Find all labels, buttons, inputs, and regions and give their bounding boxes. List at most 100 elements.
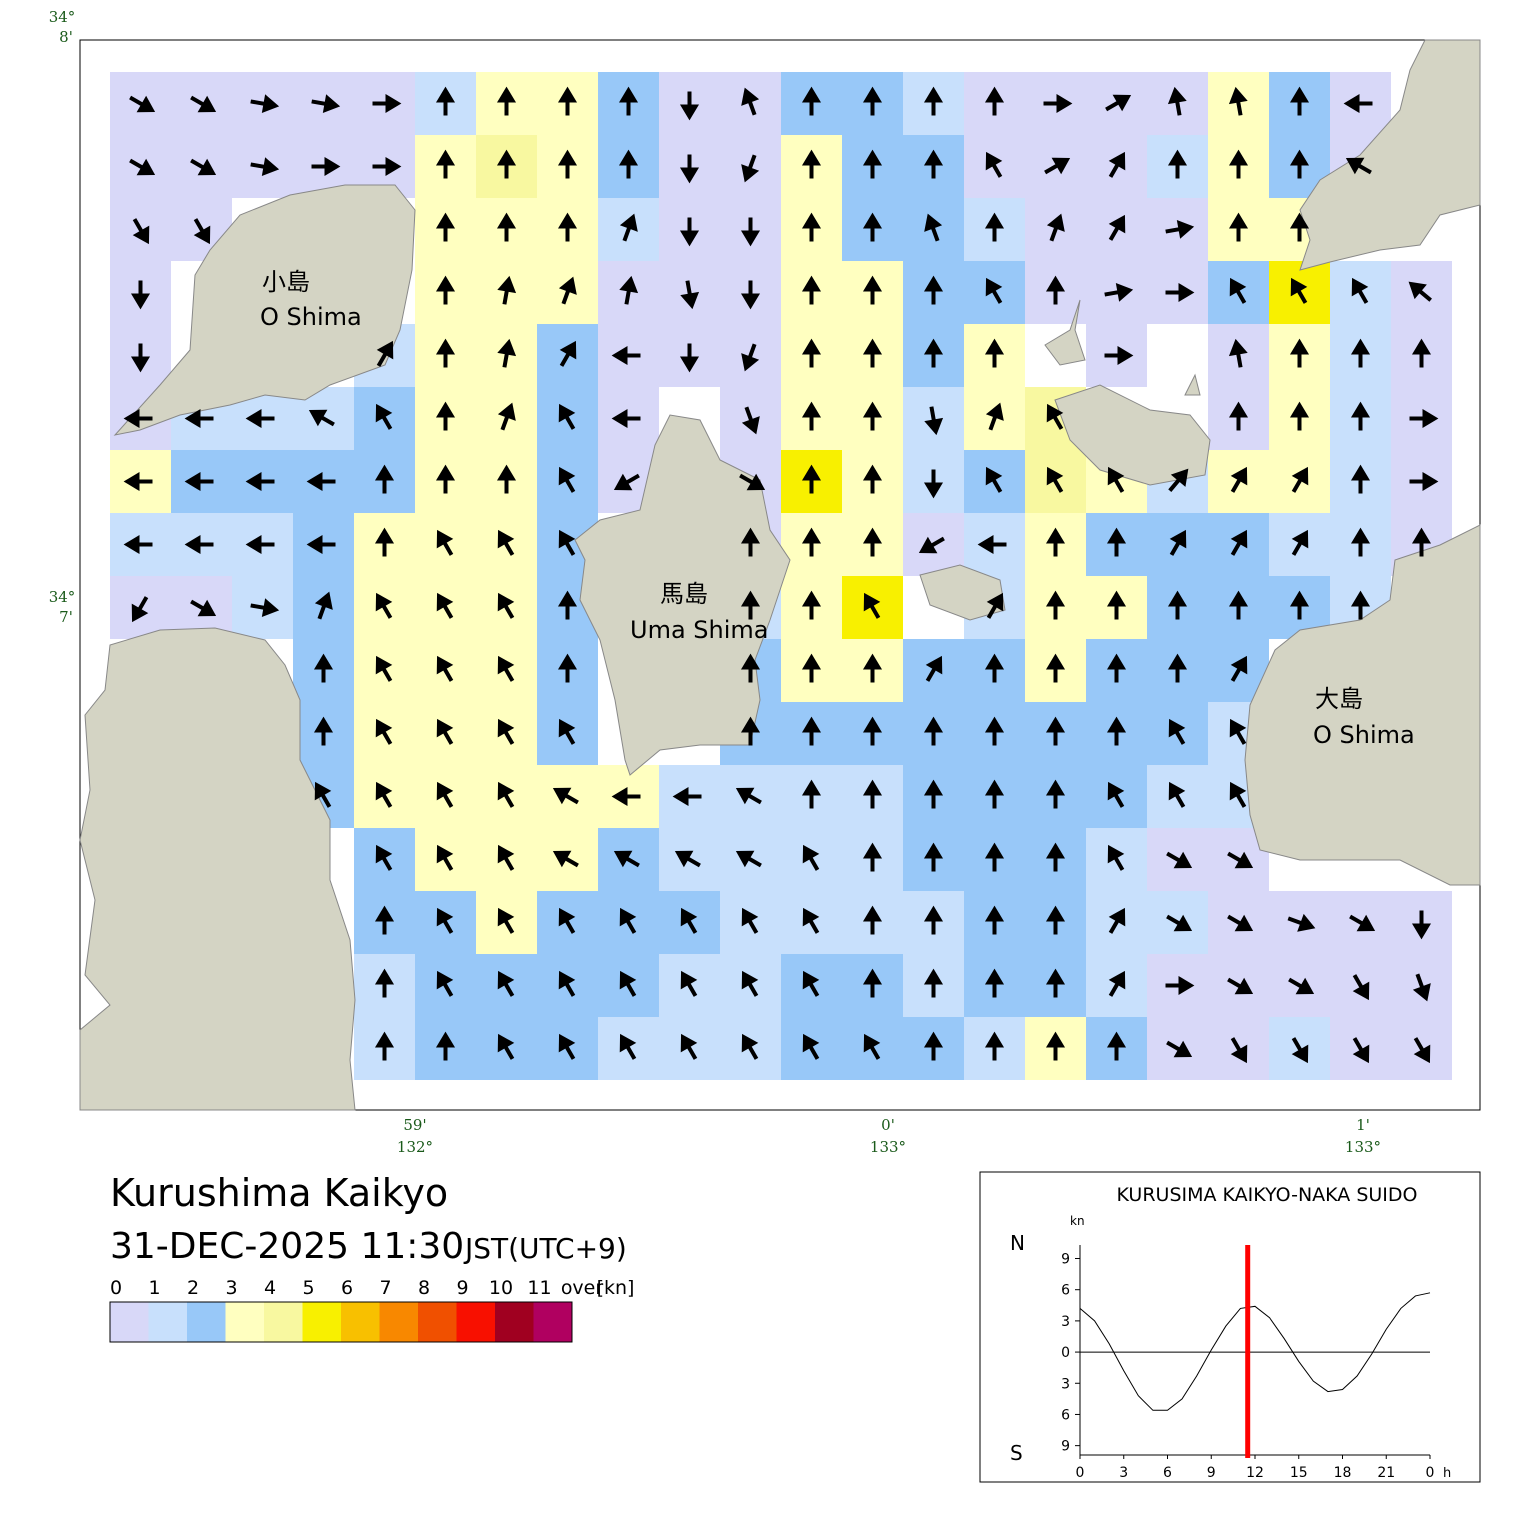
y-tick-label: 3 [1061, 1376, 1070, 1392]
place-label: O Shima [1313, 721, 1415, 749]
current-arrow [435, 1031, 456, 1061]
current-arrow [1107, 844, 1125, 871]
current-arrow [977, 534, 1007, 555]
current-arrow [190, 599, 217, 617]
current-arrow [435, 212, 456, 242]
lat-label: 7' [59, 608, 73, 626]
south-label: S [1010, 1441, 1023, 1465]
current-arrow [923, 905, 944, 935]
current-arrow [1165, 219, 1195, 239]
x-tick-label: 6 [1163, 1465, 1172, 1481]
current-arrow [613, 850, 640, 868]
current-arrow [1408, 281, 1432, 302]
island [1299, 39, 1481, 271]
x-tick-label: 3 [1119, 1465, 1128, 1481]
current-arrow [923, 779, 944, 809]
current-arrow [1289, 338, 1310, 368]
legend-swatch [456, 1302, 495, 1342]
current-arrow [1106, 527, 1127, 557]
current-arrow [1228, 212, 1249, 242]
current-arrow [1350, 401, 1371, 431]
legend-swatch [418, 1302, 457, 1342]
x-tick-label: 9 [1207, 1465, 1216, 1481]
legend-label: 7 [379, 1277, 391, 1299]
y-tick-label: 3 [1061, 1314, 1070, 1330]
inset-title: KURUSIMA KAIKYO-NAKA SUIDO [1116, 1184, 1417, 1206]
legend-label: 5 [302, 1277, 314, 1299]
place-label: 小島 [262, 268, 310, 296]
current-arrow [1108, 214, 1126, 241]
current-arrow [552, 850, 579, 868]
current-arrow [1350, 590, 1371, 620]
current-arrow [497, 970, 515, 997]
current-arrow [1350, 338, 1371, 368]
tidal-curve [1079, 1292, 1431, 1411]
current-arrow [1351, 277, 1369, 304]
legend-label: 6 [341, 1277, 353, 1299]
current-arrow [184, 471, 214, 492]
current-arrow [862, 401, 883, 431]
current-arrow [190, 95, 217, 113]
current-arrow [1167, 590, 1188, 620]
island [1054, 384, 1211, 486]
current-arrow [918, 536, 945, 554]
place-label: 馬島 [660, 580, 708, 608]
current-arrow [1289, 401, 1310, 431]
current-arrow [497, 275, 517, 305]
lon-label: 0' [881, 1116, 895, 1134]
current-arrow [801, 401, 822, 431]
legend-swatch [264, 1302, 303, 1342]
current-arrow [801, 527, 822, 557]
current-arrow [611, 408, 641, 429]
x-tick-label: 21 [1377, 1465, 1395, 1481]
current-arrow [923, 1031, 944, 1061]
island [79, 627, 356, 1111]
current-arrow [985, 466, 1003, 493]
current-arrow [1350, 527, 1371, 557]
current-arrow [129, 158, 156, 176]
lat-label: 34° [49, 588, 76, 606]
current-arrow [1411, 338, 1432, 368]
island [1244, 524, 1481, 886]
current-arrow [984, 779, 1005, 809]
current-arrow [740, 590, 761, 620]
current-arrow [1108, 151, 1126, 178]
island [574, 414, 791, 776]
current-arrow [984, 86, 1005, 116]
current-arrow [1168, 718, 1186, 745]
current-arrow [376, 340, 394, 367]
current-arrow [1106, 716, 1127, 746]
island [919, 564, 1006, 621]
legend-swatch [341, 1302, 380, 1342]
current-arrow [925, 655, 943, 682]
current-arrow [862, 527, 883, 557]
current-arrow [1409, 471, 1439, 492]
current-arrow [862, 338, 883, 368]
legend: 0 1 2 3 4 5 6 7 8 9 10 11 over[kn] [109, 1277, 634, 1343]
current-arrow [245, 534, 275, 555]
legend-swatch [302, 1302, 341, 1342]
current-arrow [306, 471, 336, 492]
current-arrow [1166, 1040, 1193, 1058]
current-arrow [984, 842, 1005, 872]
current-arrow [862, 464, 883, 494]
current-arrow [1106, 1031, 1127, 1061]
current-arrow [923, 842, 944, 872]
current-arrow [375, 781, 393, 808]
current-arrow [1045, 842, 1066, 872]
current-arrow [740, 527, 761, 557]
current-arrow [497, 1033, 515, 1060]
inset-unit: kn [1070, 1214, 1085, 1228]
current-arrow [618, 149, 639, 179]
current-arrow [1105, 94, 1132, 112]
current-arrow [496, 212, 517, 242]
current-arrow [680, 280, 700, 310]
lon-label: 133° [1345, 1138, 1381, 1156]
current-arrow [1104, 282, 1134, 302]
place-label: O Shima [260, 303, 362, 331]
current-arrow [619, 1033, 637, 1060]
current-arrow [680, 970, 698, 997]
current-arrow [679, 343, 700, 373]
x-tick-label: 0 [1076, 1465, 1085, 1481]
